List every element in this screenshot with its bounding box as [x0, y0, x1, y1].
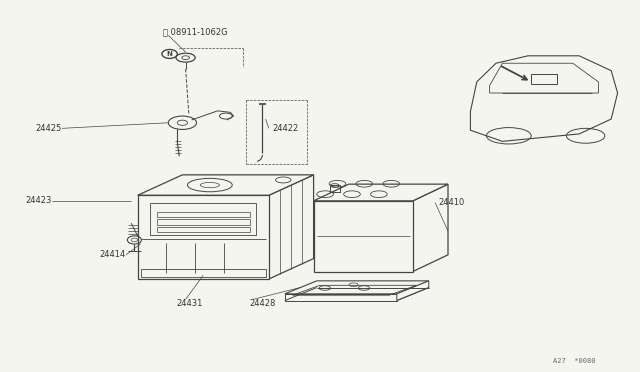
Polygon shape [285, 281, 429, 294]
Bar [150, 203, 256, 235]
Bar [157, 219, 250, 225]
Text: 24431: 24431 [176, 299, 202, 308]
Text: N: N [166, 51, 173, 57]
Polygon shape [490, 63, 598, 93]
Text: Ⓝ 08911-1062G: Ⓝ 08911-1062G [163, 27, 228, 36]
Bar [531, 74, 557, 84]
Bar [138, 195, 269, 279]
Text: 24428: 24428 [250, 299, 276, 308]
Polygon shape [138, 175, 314, 195]
Text: 24422: 24422 [272, 124, 298, 133]
Bar [157, 227, 250, 232]
Polygon shape [397, 281, 429, 301]
Polygon shape [413, 184, 448, 272]
Text: 24423: 24423 [26, 196, 52, 205]
Text: 24410: 24410 [438, 198, 465, 207]
Bar [314, 201, 413, 272]
Bar [141, 269, 266, 277]
Polygon shape [285, 294, 397, 301]
Polygon shape [314, 184, 448, 201]
Polygon shape [269, 175, 314, 279]
Polygon shape [470, 56, 618, 141]
Text: 24425: 24425 [35, 124, 61, 133]
Bar [157, 212, 250, 217]
Text: A27  *0080: A27 *0080 [553, 358, 595, 364]
Text: 24414: 24414 [99, 250, 125, 259]
Bar [330, 185, 340, 192]
